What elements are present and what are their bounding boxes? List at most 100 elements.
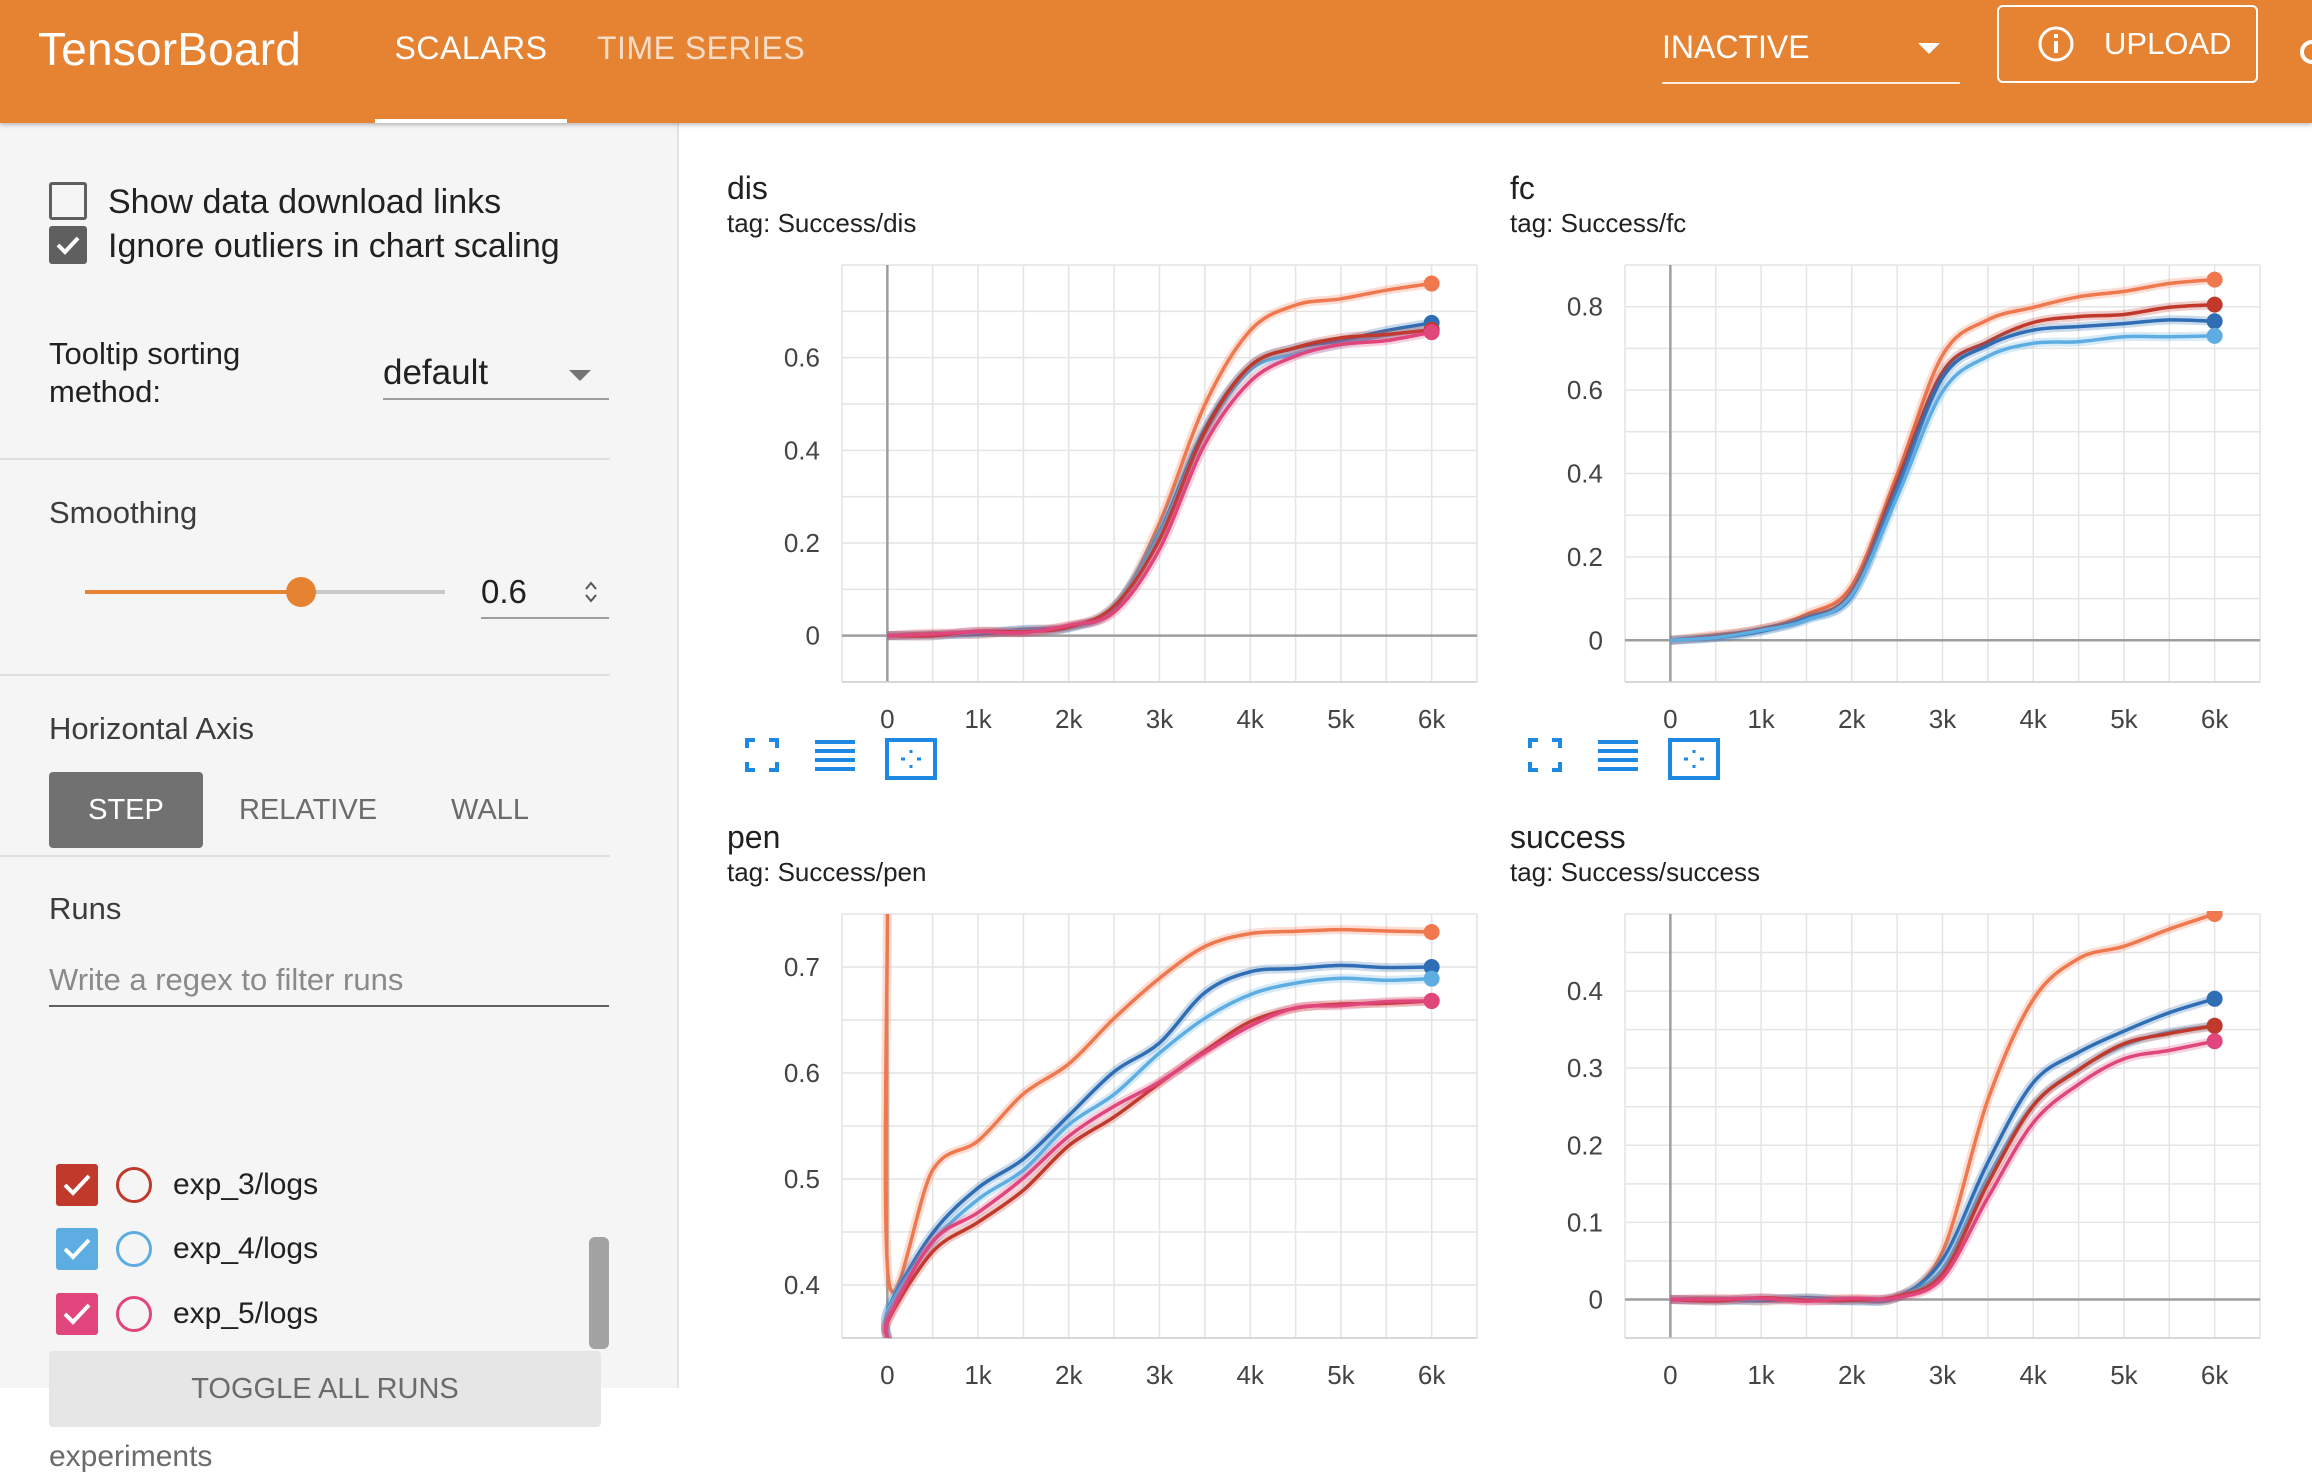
- axis-step-button[interactable]: STEP: [49, 772, 203, 848]
- checkmark-icon: [63, 1303, 91, 1325]
- info-icon: [2038, 26, 2074, 62]
- x-tick-label: 6k: [2201, 1360, 2229, 1388]
- tooltip-sorting-label: Tooltip sorting method:: [49, 336, 241, 409]
- run-color-radio[interactable]: [116, 1167, 152, 1203]
- y-tick-label: 0.8: [1567, 292, 1603, 322]
- chart-fc[interactable]: 0 1k 2k 3k 4k 5k 6k 0 0.2 0.4 0.6 0.8: [1510, 262, 2270, 732]
- data-table-icon[interactable]: [815, 738, 857, 780]
- x-tick-label: 5k: [2110, 1360, 2138, 1388]
- y-tick-label: 0: [1589, 1284, 1603, 1314]
- fit-domain-icon[interactable]: [885, 738, 937, 780]
- series-end-point: [1423, 959, 1440, 975]
- series-end-point: [2206, 1017, 2223, 1034]
- run-color-radio[interactable]: [116, 1296, 152, 1332]
- x-tick-label: 2k: [1838, 1360, 1866, 1388]
- fit-domain-icon[interactable]: [1668, 738, 1720, 780]
- y-tick-label: 0.2: [1567, 1130, 1603, 1160]
- runs-filter-input[interactable]: Write a regex to filter runs: [49, 955, 609, 1007]
- tab-scalars[interactable]: SCALARS: [375, 0, 567, 123]
- y-tick-label: 0.3: [1567, 1053, 1603, 1083]
- x-tick-label: 6k: [1418, 1360, 1446, 1388]
- sidebar: Show data download links Ignore outliers…: [0, 123, 679, 1473]
- axis-wall-button[interactable]: WALL: [451, 794, 529, 826]
- chevron-down-icon: [1918, 43, 1940, 54]
- x-tick-label: 0: [880, 1360, 894, 1388]
- chart-pen[interactable]: 0 1k 2k 3k 4k 5k 6k 0.4 0.5 0.6 0.7: [727, 911, 1487, 1388]
- run-name: exp_5/logs: [173, 1297, 319, 1330]
- tab-time-series[interactable]: TIME SERIES: [597, 30, 806, 66]
- y-tick-label: 0: [1589, 625, 1603, 655]
- x-tick-label: 1k: [1747, 1360, 1775, 1388]
- smoothing-input[interactable]: 0.6: [481, 567, 609, 619]
- run-checkbox[interactable]: [56, 1228, 98, 1270]
- chevron-down-icon: [569, 370, 591, 381]
- smoothing-slider-thumb[interactable]: [286, 577, 316, 607]
- x-tick-label: 1k: [1747, 704, 1775, 732]
- smoothing-slider[interactable]: [85, 577, 445, 607]
- run-name: exp_4/logs: [173, 1232, 319, 1265]
- plugin-dropdown-value: INACTIVE: [1662, 29, 1810, 65]
- x-tick-label: 2k: [1055, 704, 1083, 732]
- horizontal-axis-title: Horizontal Axis: [49, 711, 255, 746]
- show-download-links-label: Show data download links: [108, 183, 502, 221]
- series-band: [880, 913, 1432, 1297]
- chart-tag: tag: Success/pen: [727, 857, 927, 887]
- divider: [0, 674, 610, 676]
- series-line: [883, 999, 1432, 1339]
- chart-dis[interactable]: 0 1k 2k 3k 4k 5k 6k 0 0.2 0.4 0.6: [727, 262, 1487, 732]
- checkbox-checked[interactable]: [49, 226, 87, 264]
- active-tab-indicator: [375, 119, 567, 123]
- divider: [0, 855, 610, 857]
- run-checkbox[interactable]: [56, 1293, 98, 1335]
- x-tick-label: 2k: [1055, 1360, 1083, 1388]
- series-end-point: [1423, 924, 1440, 941]
- y-tick-label: 0.4: [784, 1270, 820, 1300]
- fullscreen-icon[interactable]: [1528, 738, 1570, 780]
- series-line: [883, 963, 1432, 1339]
- divider: [0, 458, 610, 460]
- fullscreen-icon[interactable]: [745, 738, 787, 780]
- x-tick-label: 4k: [2019, 1360, 2047, 1388]
- y-tick-label: 0.5: [784, 1164, 820, 1194]
- data-table-icon[interactable]: [1598, 738, 1640, 780]
- chart-title: success: [1510, 819, 1626, 855]
- app-brand[interactable]: TensorBoard: [38, 23, 302, 75]
- spinner-arrows-icon[interactable]: [583, 579, 599, 605]
- run-checkbox[interactable]: [56, 1164, 98, 1206]
- series-end-point: [1423, 992, 1440, 1009]
- y-tick-label: 0.7: [784, 952, 820, 982]
- x-tick-label: 5k: [1327, 1360, 1355, 1388]
- x-tick-label: 5k: [2110, 704, 2138, 732]
- experiments-label: experiments: [49, 1440, 213, 1473]
- runs-scrollbar[interactable]: [589, 1237, 609, 1349]
- series-end-point: [2206, 1033, 2223, 1050]
- tooltip-sorting-value: default: [383, 353, 489, 392]
- smoothing-title: Smoothing: [49, 495, 198, 530]
- chart-success[interactable]: 0 1k 2k 3k 4k 5k 6k 0 0.1 0.2 0.3 0.4: [1510, 911, 2270, 1388]
- y-tick-label: 0.1: [1567, 1207, 1603, 1237]
- x-tick-label: 3k: [1929, 1360, 1957, 1388]
- chart-tag: tag: Success/fc: [1510, 208, 1687, 238]
- runs-title: Runs: [49, 891, 122, 926]
- upload-button[interactable]: UPLOAD: [1997, 5, 2258, 83]
- x-tick-label: 4k: [1236, 704, 1264, 732]
- y-tick-label: 0: [806, 621, 820, 651]
- x-tick-label: 2k: [1838, 704, 1866, 732]
- series-end-point: [1423, 324, 1440, 341]
- tooltip-sorting-select[interactable]: default: [383, 348, 609, 400]
- checkmark-icon: [63, 1238, 91, 1260]
- series-band: [880, 973, 1432, 1339]
- upload-label: UPLOAD: [2104, 26, 2232, 61]
- settings-icon[interactable]: [2298, 32, 2312, 72]
- checkbox-unchecked[interactable]: [49, 182, 87, 220]
- x-tick-label: 6k: [1418, 704, 1446, 732]
- toggle-all-runs-button[interactable]: TOGGLE ALL RUNS: [49, 1351, 601, 1427]
- x-tick-label: 3k: [1146, 1360, 1174, 1388]
- y-tick-label: 0.2: [784, 528, 820, 558]
- axis-relative-button[interactable]: RELATIVE: [238, 794, 378, 826]
- run-name: exp_3/logs: [173, 1168, 319, 1201]
- run-color-radio[interactable]: [116, 1231, 152, 1267]
- series-end-point: [2206, 296, 2223, 313]
- plugin-dropdown[interactable]: INACTIVE: [1662, 22, 1960, 84]
- y-tick-label: 0.4: [1567, 976, 1603, 1006]
